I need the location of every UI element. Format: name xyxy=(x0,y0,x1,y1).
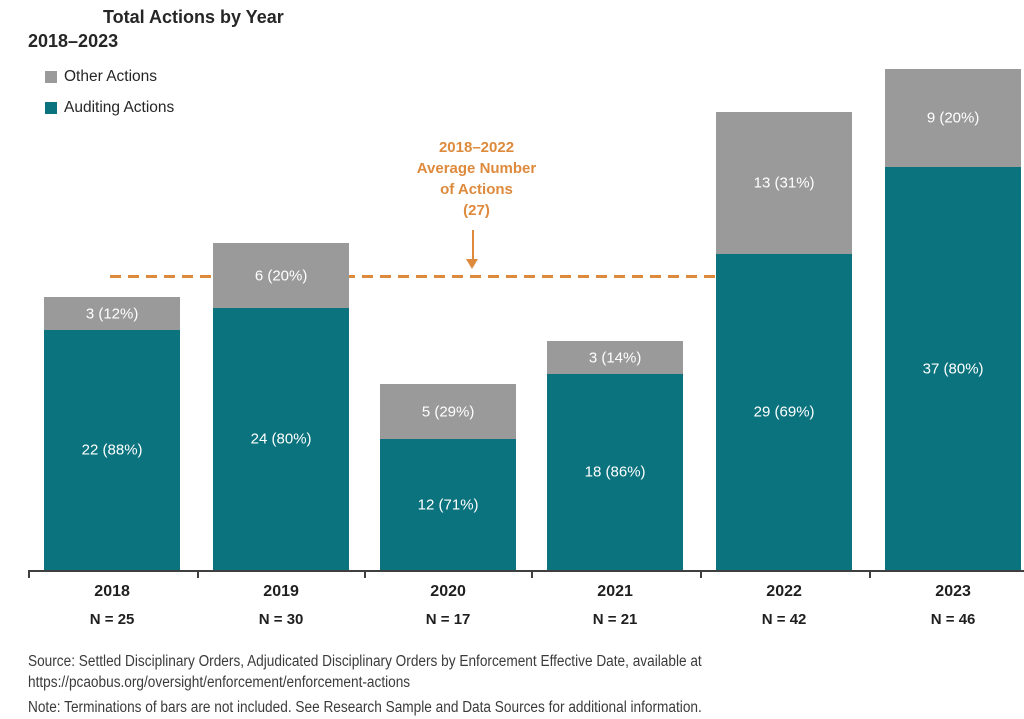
bar-label-other-2018: 3 (12%) xyxy=(85,305,139,322)
bar-label-auditing-2019: 24 (80%) xyxy=(250,430,312,448)
x-axis-n-label-2023: N = 46 xyxy=(930,611,976,628)
x-axis-tick-4 xyxy=(700,571,702,578)
footer-note: Note: Terminations of bars are not inclu… xyxy=(28,699,702,716)
bar-segment-other-2021: 3 (14%) xyxy=(547,341,684,374)
bar-label-auditing-2021: 18 (86%) xyxy=(584,463,646,481)
x-axis-tick-5 xyxy=(869,571,871,578)
legend: Other Actions Auditing Actions xyxy=(45,67,174,129)
bar-label-other-2020: 5 (29%) xyxy=(421,403,475,420)
arrow-shaft xyxy=(471,230,474,261)
x-axis-n-label-2018: N = 25 xyxy=(89,611,135,628)
bar-label-other-2021: 3 (14%) xyxy=(588,349,642,366)
bar-label-auditing-2018: 22 (88%) xyxy=(81,441,143,459)
legend-item-other-actions: Other Actions xyxy=(45,67,174,87)
x-axis-tick-2 xyxy=(364,571,366,578)
chart-title: Total Actions by Year xyxy=(103,7,284,27)
bar-segment-auditing-2023: 37 (80%) xyxy=(885,167,1022,570)
bar-segment-other-2020: 5 (29%) xyxy=(380,384,517,439)
bar-label-other-2022: 13 (31%) xyxy=(753,174,815,192)
arrow-head xyxy=(466,259,478,269)
footer: Source: Settled Disciplinary Orders, Adj… xyxy=(28,651,1024,718)
bar-segment-auditing-2020: 12 (71%) xyxy=(380,439,517,570)
bar-label-auditing-2020: 12 (71%) xyxy=(417,496,479,513)
annotation-arrow-down-icon xyxy=(466,230,479,270)
x-axis-label-2019: 2019 xyxy=(263,583,299,600)
x-axis-n-label-2019: N = 30 xyxy=(258,611,304,628)
x-axis-line xyxy=(28,570,1024,572)
average-annotation-text: 2018–2022 Average Number of Actions (27) xyxy=(416,139,537,219)
x-axis-label-2022: 2022 xyxy=(766,583,802,600)
legend-label-auditing-actions: Auditing Actions xyxy=(64,99,175,116)
x-axis-tick-3 xyxy=(531,571,533,578)
bar-segment-auditing-2019: 24 (80%) xyxy=(213,308,350,570)
average-reference-line xyxy=(110,275,786,278)
bar-segment-auditing-2022: 29 (69%) xyxy=(716,254,853,570)
legend-swatch-auditing-actions-icon xyxy=(45,102,57,114)
bar-segment-other-2022: 13 (31%) xyxy=(716,112,853,254)
x-axis-label-2021: 2021 xyxy=(597,583,633,600)
x-axis-label-2018: 2018 xyxy=(94,583,130,600)
x-axis-tick-0 xyxy=(28,571,30,578)
bar-segment-other-2019: 6 (20%) xyxy=(213,243,350,308)
bar-label-other-2023: 9 (20%) xyxy=(926,109,980,127)
bar-label-auditing-2023: 37 (80%) xyxy=(922,360,984,377)
x-axis-label-2023: 2023 xyxy=(935,583,971,600)
x-axis-tick-1 xyxy=(197,571,199,578)
bar-segment-auditing-2018: 22 (88%) xyxy=(44,330,181,570)
x-axis-label-2020: 2020 xyxy=(430,583,466,600)
legend-swatch-other-actions-icon xyxy=(45,71,57,83)
bar-segment-auditing-2021: 18 (86%) xyxy=(547,374,684,570)
bar-label-auditing-2022: 29 (69%) xyxy=(753,403,815,421)
footer-source-line1: Source: Settled Disciplinary Orders, Adj… xyxy=(28,653,702,670)
x-axis-n-label-2022: N = 42 xyxy=(761,611,807,628)
bar-label-other-2019: 6 (20%) xyxy=(254,267,308,284)
x-axis-n-label-2020: N = 17 xyxy=(425,611,471,628)
bar-segment-other-2023: 9 (20%) xyxy=(885,69,1022,167)
chart-subtitle: 2018–2023 xyxy=(28,31,119,51)
x-axis-n-label-2021: N = 21 xyxy=(592,611,638,628)
bar-segment-other-2018: 3 (12%) xyxy=(44,297,181,330)
footer-source-line2: https://pcaobus.org/oversight/enforcemen… xyxy=(28,674,411,691)
legend-item-auditing-actions: Auditing Actions xyxy=(45,98,174,118)
legend-label-other-actions: Other Actions xyxy=(64,68,158,85)
